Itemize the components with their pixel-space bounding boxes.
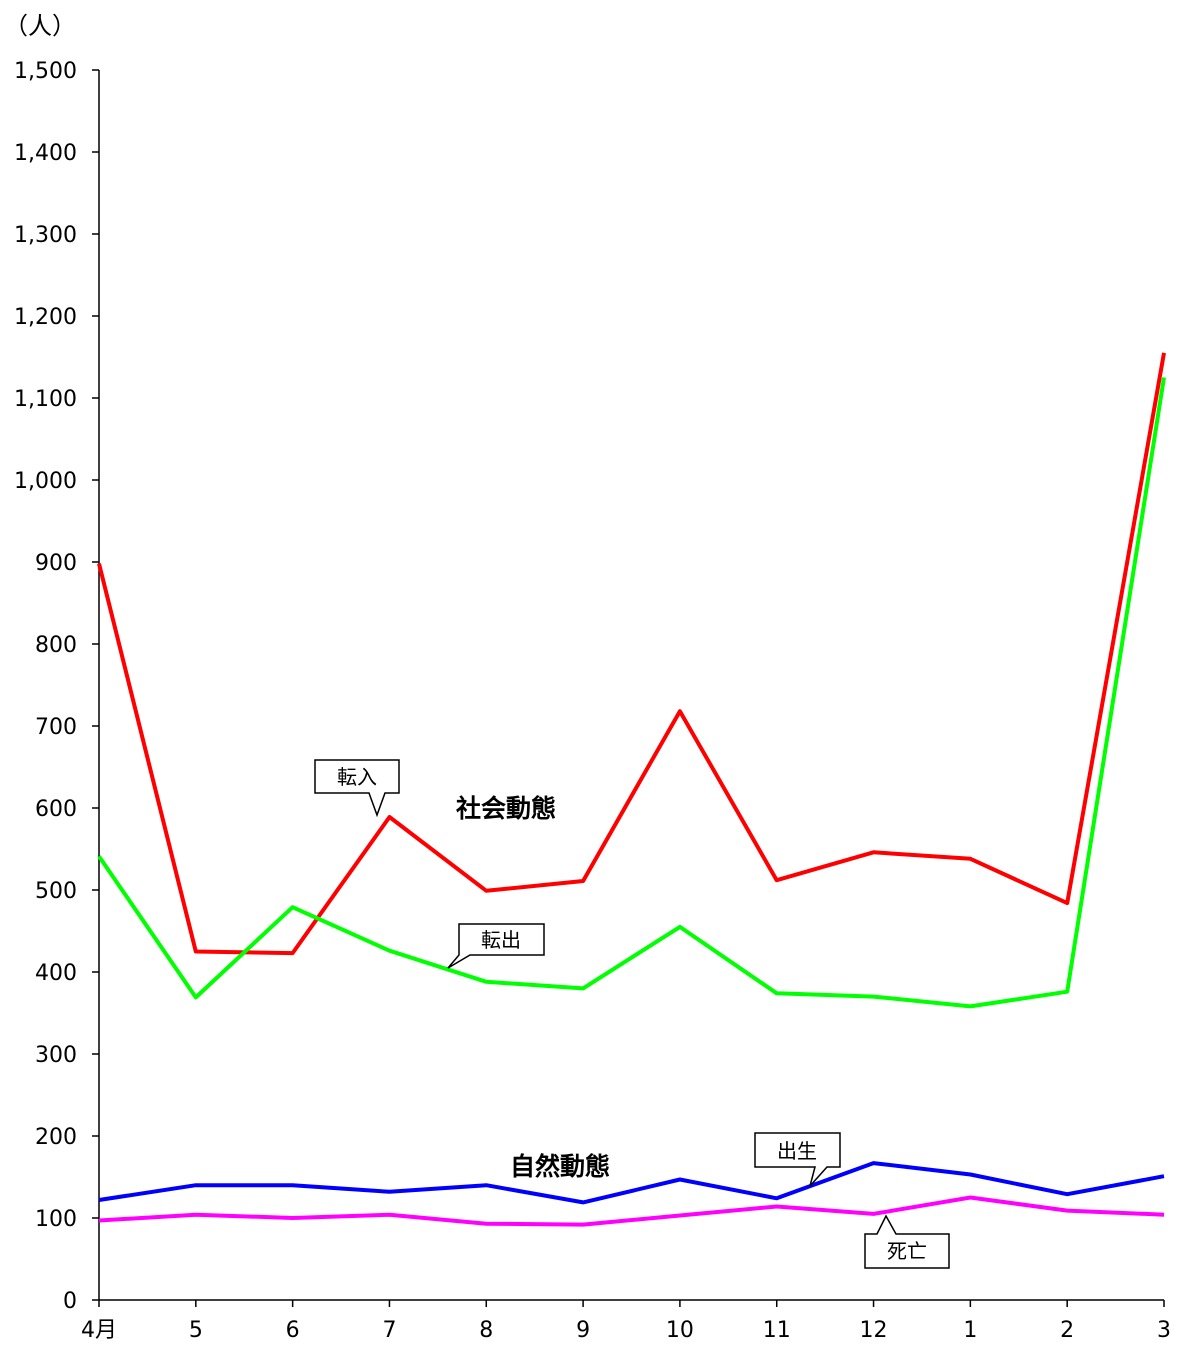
series-lines xyxy=(97,352,1166,1227)
callout-tennyu: 転入 xyxy=(314,759,400,818)
y-tick-label: 1,400 xyxy=(14,141,77,166)
y-tick-label: 600 xyxy=(35,797,77,822)
y-axis-ticks: 0 100 200 300 400 500 600 700 800 900 1,000 1,100 1,… xyxy=(14,59,99,1314)
y-tick-label: 1,200 xyxy=(14,305,77,330)
y-tick-label: 900 xyxy=(35,551,77,576)
callout-shibou: 死亡 xyxy=(864,1214,950,1269)
callout-shussei: 出生 xyxy=(754,1132,841,1187)
y-tick-label: 1,300 xyxy=(14,223,77,248)
x-tick-label: 9 xyxy=(576,1318,590,1343)
series-line-2 xyxy=(98,1161,1165,1205)
y-tick-label: 200 xyxy=(35,1125,77,1150)
y-tick-label: 0 xyxy=(63,1289,77,1314)
y-tick-label: 1,100 xyxy=(14,387,77,412)
x-tick-label: 5 xyxy=(189,1318,203,1343)
x-tick-label: 1 xyxy=(963,1318,977,1343)
y-tick-label: 400 xyxy=(35,961,77,986)
series-line-3 xyxy=(98,1195,1165,1227)
y-tick-label: 1,500 xyxy=(14,59,77,84)
x-tick-label: 12 xyxy=(860,1318,888,1343)
x-tick-label: 11 xyxy=(763,1318,791,1343)
y-unit-label: （人） xyxy=(4,12,76,40)
series-line-0 xyxy=(97,352,1166,956)
x-tick-label: 3 xyxy=(1157,1318,1171,1343)
callout-shussei-label: 出生 xyxy=(777,1139,817,1163)
x-tick-label: 6 xyxy=(286,1318,300,1343)
x-tick-label: 2 xyxy=(1060,1318,1074,1343)
y-tick-label: 100 xyxy=(35,1207,77,1232)
series-line-1 xyxy=(97,377,1166,1009)
callout-tennyu-label: 転入 xyxy=(337,765,377,789)
callout-shibou-label: 死亡 xyxy=(887,1239,927,1263)
callout-tenshutsu: 転出 xyxy=(447,923,545,969)
x-tick-label: 8 xyxy=(479,1318,493,1343)
axes xyxy=(98,70,1164,1301)
x-axis-ticks: 4月 5 6 7 8 9 10 11 12 1 2 3 xyxy=(81,1300,1171,1343)
y-tick-label: 1,000 xyxy=(14,469,77,494)
group-label-social: 社会動態 xyxy=(456,794,556,823)
x-tick-label: 4月 xyxy=(81,1318,117,1343)
x-tick-label: 10 xyxy=(666,1318,694,1343)
y-tick-label: 700 xyxy=(35,715,77,740)
group-label-natural: 自然動態 xyxy=(510,1152,610,1181)
y-tick-label: 500 xyxy=(35,879,77,904)
y-tick-label: 800 xyxy=(35,633,77,658)
x-tick-label: 7 xyxy=(382,1318,396,1343)
callout-tenshutsu-label: 転出 xyxy=(481,928,521,952)
y-tick-label: 300 xyxy=(35,1043,77,1068)
